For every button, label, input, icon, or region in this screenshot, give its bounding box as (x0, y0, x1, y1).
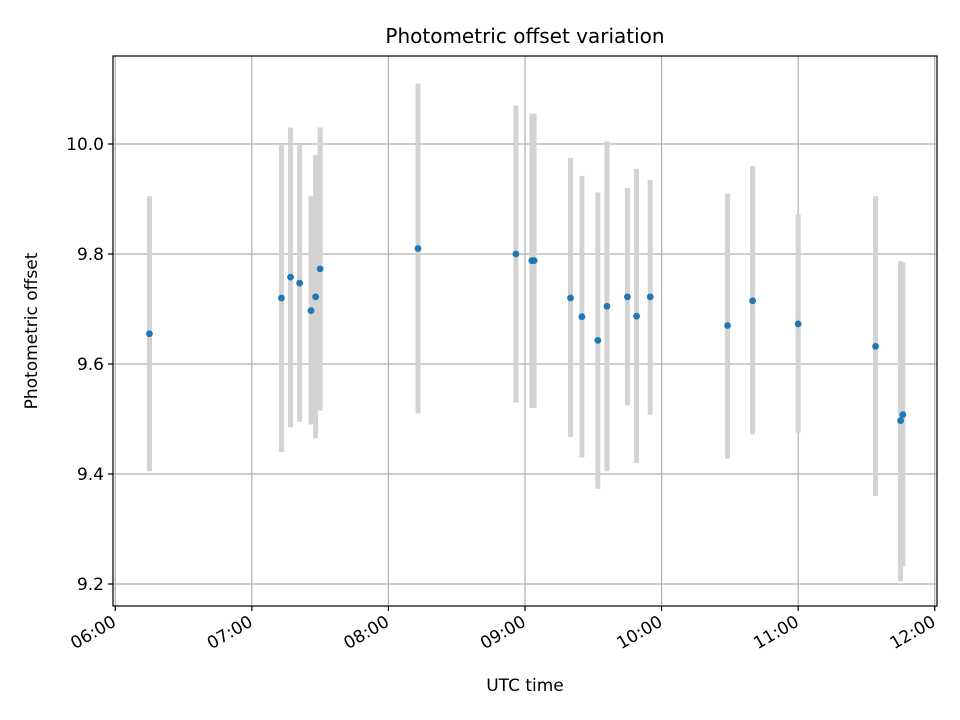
data-point (594, 336, 602, 344)
data-points (146, 245, 907, 425)
data-point (296, 279, 304, 287)
y-tick-label: 10.0 (66, 135, 104, 155)
y-axis-label: Photometric offset (22, 252, 42, 409)
chart-title: Photometric offset variation (385, 24, 664, 48)
data-point (794, 320, 802, 328)
x-axis-label: UTC time (486, 676, 564, 696)
data-point (724, 322, 731, 329)
data-point (897, 417, 904, 425)
data-point (646, 293, 654, 301)
data-point (146, 330, 153, 338)
data-point (567, 294, 574, 302)
data-point (899, 411, 907, 418)
data-point (603, 302, 611, 310)
data-point (633, 312, 640, 320)
data-point (578, 313, 586, 321)
data-point (512, 250, 520, 258)
data-point (414, 245, 422, 252)
data-point (316, 265, 324, 273)
data-point (624, 293, 631, 301)
y-tick-label: 9.4 (77, 465, 104, 485)
data-point (872, 343, 879, 350)
y-tick-label: 9.6 (77, 355, 104, 375)
data-point (287, 273, 294, 281)
y-tick-label: 9.2 (77, 575, 104, 595)
data-point (307, 307, 315, 315)
data-point (312, 293, 319, 301)
data-point (530, 257, 538, 264)
data-point (749, 297, 757, 305)
y-tick-label: 9.8 (77, 245, 104, 265)
data-point (278, 294, 285, 302)
